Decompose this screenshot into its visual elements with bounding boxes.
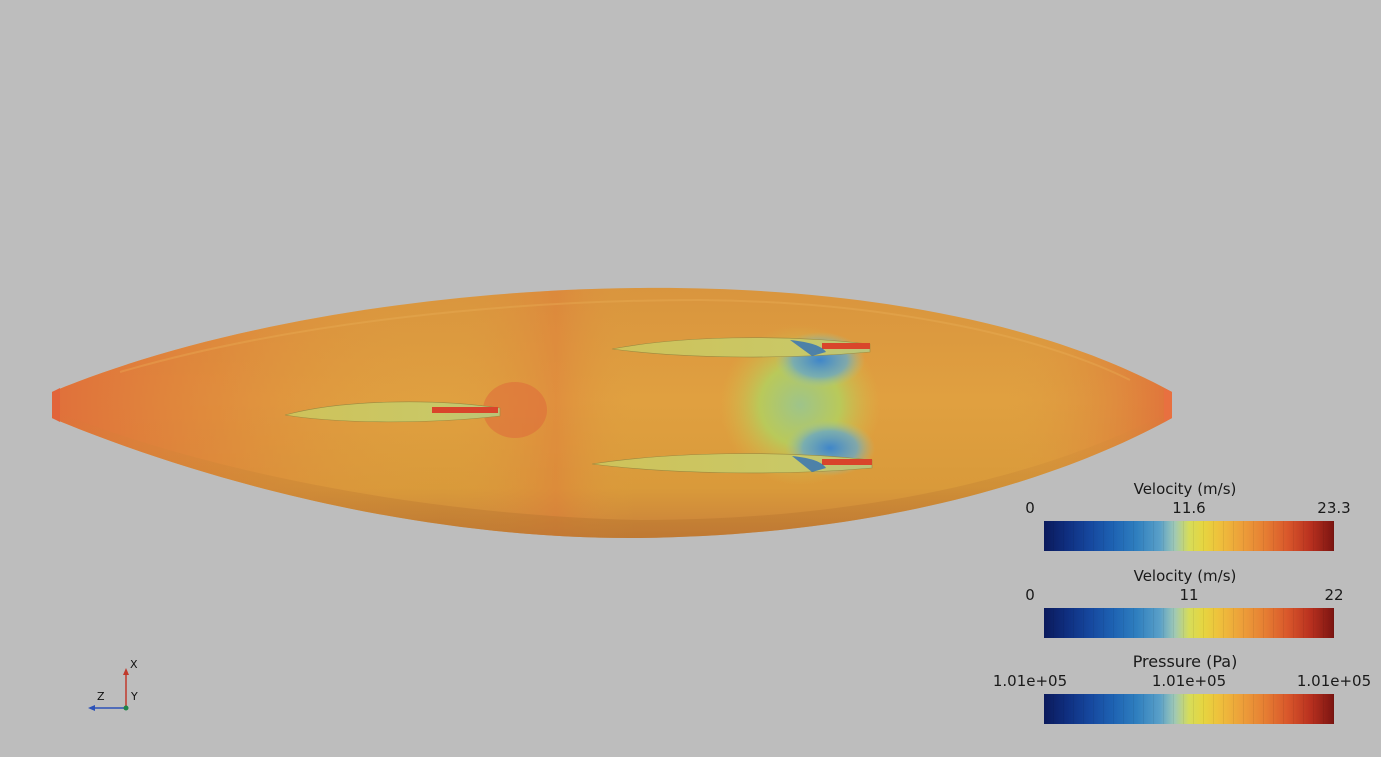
- orientation-axes-widget[interactable]: X Y Z: [82, 656, 152, 718]
- legend-min-label: 1.01e+05: [992, 672, 1068, 690]
- legend-mid-label: 1.01e+05: [1151, 672, 1227, 690]
- axis-x-label: X: [130, 658, 138, 671]
- legend-mid-label: 11: [1179, 586, 1199, 604]
- legend-title: Velocity (m/s): [1133, 567, 1237, 585]
- legend-colorbar: [1044, 608, 1334, 638]
- legend-title: Velocity (m/s): [1133, 480, 1237, 498]
- legend-max-label: 1.01e+05: [1296, 672, 1372, 690]
- legend-min-label: 0: [1025, 499, 1035, 517]
- axis-y-label: Y: [131, 690, 138, 703]
- legend-mid-label: 11.6: [1172, 499, 1206, 517]
- axes-glyph-icon: [88, 668, 129, 711]
- legend-colorbar: [1044, 521, 1334, 551]
- legend-title: Pressure (Pa): [1132, 652, 1238, 671]
- legend-colorbar: [1044, 694, 1334, 724]
- axis-z-label: Z: [97, 690, 105, 703]
- legend-max-label: 23.3: [1317, 499, 1351, 517]
- legend-min-label: 0: [1025, 586, 1035, 604]
- fin-forward: [284, 401, 501, 423]
- legend-max-label: 22: [1324, 586, 1344, 604]
